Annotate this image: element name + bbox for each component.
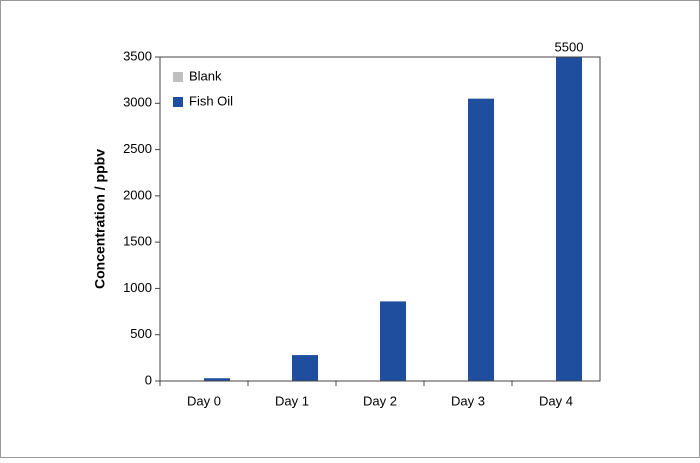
y-tick-label: 0: [145, 372, 152, 387]
x-tick-label: Day 3: [451, 393, 485, 408]
y-axis-label: Concentration / ppbv: [92, 149, 108, 289]
y-tick-label: 1000: [123, 280, 152, 295]
bar: [380, 301, 406, 381]
legend-swatch: [173, 72, 183, 82]
data-label: 5500: [555, 39, 584, 54]
x-tick-label: Day 0: [187, 393, 221, 408]
legend-label: Blank: [189, 68, 222, 83]
x-tick-label: Day 1: [275, 393, 309, 408]
legend-label: Fish Oil: [189, 93, 233, 108]
y-tick-label: 2500: [123, 141, 152, 156]
y-tick-label: 2000: [123, 187, 152, 202]
y-tick-label: 3000: [123, 95, 152, 110]
y-tick-label: 500: [130, 326, 152, 341]
bar: [292, 355, 318, 381]
x-tick-label: Day 4: [539, 393, 573, 408]
y-tick-label: 3500: [123, 48, 152, 63]
x-tick-label: Day 2: [363, 393, 397, 408]
y-tick-label: 1500: [123, 234, 152, 249]
legend-swatch: [173, 97, 183, 107]
bar: [468, 99, 494, 381]
